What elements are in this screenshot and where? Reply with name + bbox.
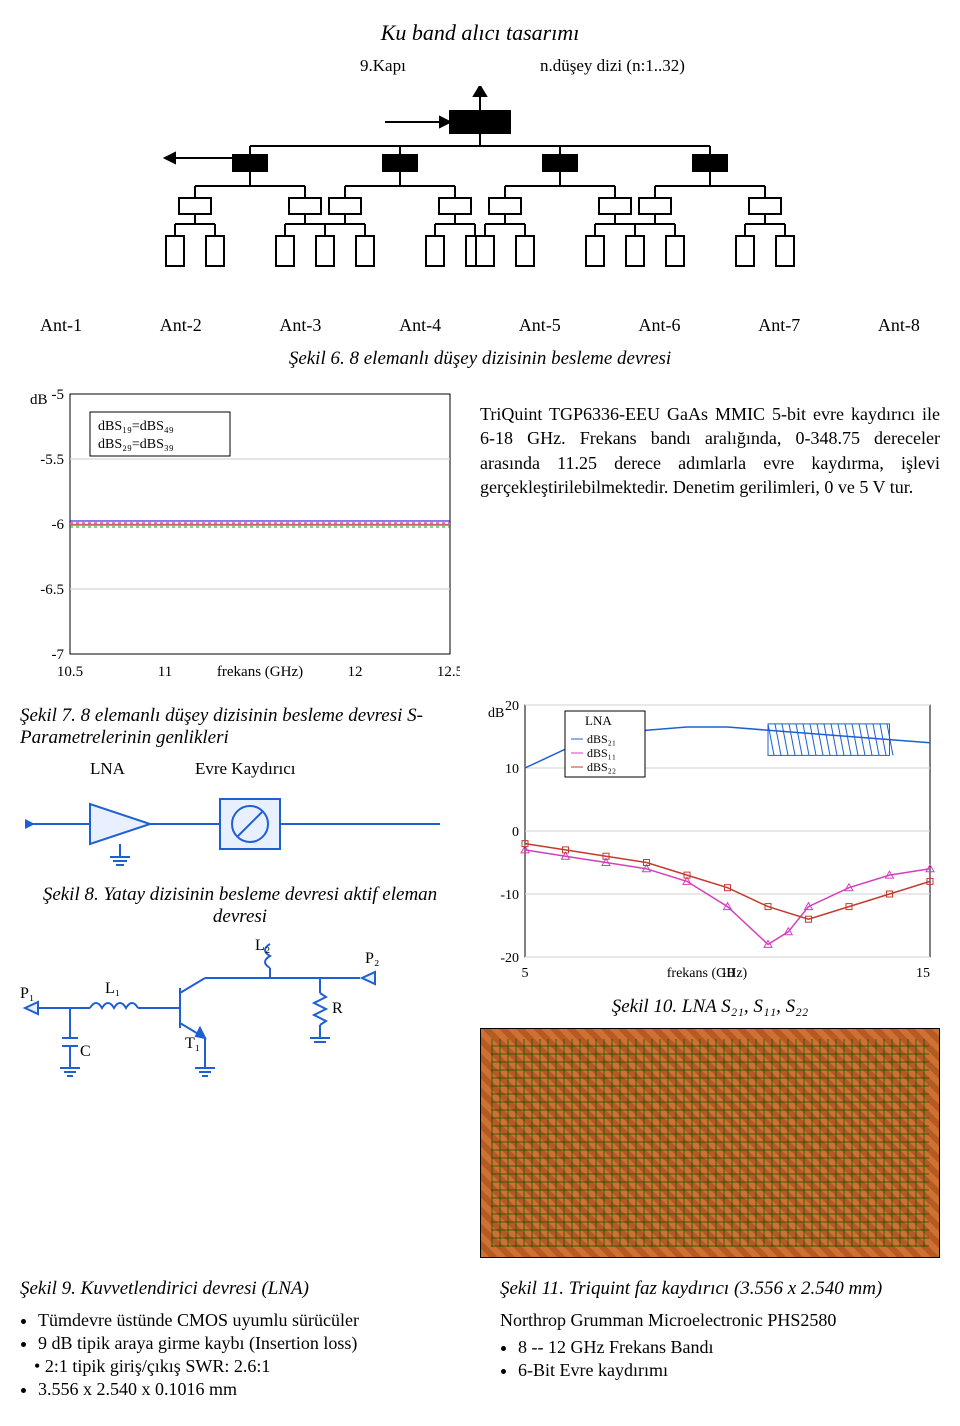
svg-text:L₂: L₂ <box>255 938 270 954</box>
list-item: 9 dB tipik araya girme kaybı (Insertion … <box>38 1333 480 1354</box>
list-item: 3.556 x 2.540 x 0.1016 mm <box>38 1379 480 1400</box>
svg-text:dBS₂₁: dBS₂₁ <box>587 732 616 746</box>
fig9-schematic: P₁ L₁ T₁ C L₂ R P₂ <box>20 938 460 1108</box>
svg-text:P₁: P₁ <box>20 985 34 1002</box>
list-item: 8 -- 12 GHz Frekans Bandı <box>518 1337 940 1358</box>
svg-text:12: 12 <box>348 664 363 680</box>
svg-text:-6: -6 <box>52 517 65 533</box>
antenna-labels: Ant-1 Ant-2 Ant-3 Ant-4 Ant-5 Ant-6 Ant-… <box>20 315 940 336</box>
ant-label: Ant-7 <box>758 315 800 336</box>
list-item: Tümdevre üstünde CMOS uyumlu sürücüler <box>38 1310 480 1331</box>
svg-text:LNA: LNA <box>585 713 612 728</box>
svg-text:dB: dB <box>30 392 48 408</box>
svg-text:-6.5: -6.5 <box>40 582 64 598</box>
svg-text:10: 10 <box>505 762 519 777</box>
svg-text:11: 11 <box>158 664 172 680</box>
chip-photo <box>480 1028 940 1258</box>
label-kapi: 9.Kapı <box>360 56 406 76</box>
fig7-chart: -5 -5.5 -6 -6.5 -7 dB 10.5 11 frekans (GHz) 12 12.… <box>20 384 460 684</box>
label-evre: Evre Kaydırıcı <box>195 759 296 779</box>
svg-text:dBS₁₁: dBS₁₁ <box>587 746 616 760</box>
svg-text:-5.5: -5.5 <box>40 452 64 468</box>
svg-text:C: C <box>80 1043 91 1060</box>
svg-text:-5: -5 <box>52 387 65 403</box>
ant-label: Ant-1 <box>40 315 82 336</box>
fig10-chart: 20100-10-20dB5frekans (GHz)1015LNAdBS₂₁d… <box>480 695 940 985</box>
fig7-caption: Şekil 7. 8 elemanlı düşey dizisinin besl… <box>20 705 460 749</box>
svg-text:dBS₂₉=dBS₃₉: dBS₂₉=dBS₃₉ <box>98 437 174 452</box>
svg-text:10: 10 <box>721 966 735 981</box>
svg-text:T₁: T₁ <box>185 1035 200 1052</box>
top-label-row: 9.Kapı n.düşey dizi (n:1..32) <box>20 56 940 86</box>
mmic-paragraph: TriQuint TGP6336-EEU GaAs MMIC 5-bit evr… <box>480 402 940 499</box>
ant-label: Ant-2 <box>160 315 202 336</box>
svg-text:R: R <box>332 1000 343 1017</box>
right-bullet-list: 8 -- 12 GHz Frekans Bandı 6-Bit Evre kay… <box>500 1337 940 1381</box>
list-item: 2:1 tipik giriş/çıkış SWR: 2.6:1 <box>45 1356 271 1376</box>
northrop-text: Northrop Grumman Microelectronic PHS2580 <box>500 1310 940 1331</box>
svg-text:frekans (GHz): frekans (GHz) <box>667 966 748 981</box>
label-lna: LNA <box>90 759 125 779</box>
fig11-caption: Şekil 11. Triquint faz kaydırıcı (3.556 … <box>500 1278 940 1300</box>
svg-text:5: 5 <box>522 966 529 981</box>
svg-text:-7: -7 <box>52 647 65 663</box>
svg-text:20: 20 <box>505 699 519 714</box>
label-dizi: n.düşey dizi (n:1..32) <box>540 56 685 76</box>
fig9-caption: Şekil 9. Kuvvetlendirici devresi (LNA) <box>20 1278 480 1300</box>
ant-label: Ant-8 <box>878 315 920 336</box>
svg-text:15: 15 <box>916 966 930 981</box>
fig10-caption: Şekil 10. LNA S₂₁, S₁₁, S₂₂ <box>480 996 940 1018</box>
svg-text:-20: -20 <box>500 951 519 966</box>
ant-label: Ant-3 <box>279 315 321 336</box>
svg-text:12.5: 12.5 <box>437 664 460 680</box>
fig6-caption: Şekil 6. 8 elemanlı düşey dizisinin besl… <box>20 348 940 370</box>
svg-text:10.5: 10.5 <box>57 664 83 680</box>
fig8-caption: Şekil 8. Yatay dizisinin besleme devresi… <box>20 884 460 928</box>
svg-text:0: 0 <box>512 825 519 840</box>
svg-text:P₂: P₂ <box>365 950 379 967</box>
ant-label: Ant-4 <box>399 315 441 336</box>
page-title: Ku band alıcı tasarımı <box>20 20 940 46</box>
left-bullet-list: Tümdevre üstünde CMOS uyumlu sürücüler 9… <box>20 1310 480 1400</box>
svg-text:-10: -10 <box>500 888 519 903</box>
svg-text:frekans (GHz): frekans (GHz) <box>217 664 303 680</box>
list-item: 6-Bit Evre kaydırımı <box>518 1360 940 1381</box>
feed-network-diagram <box>20 86 940 306</box>
fig8-schematic <box>20 779 460 869</box>
svg-text:L₁: L₁ <box>105 980 120 997</box>
svg-text:dBS₁₉=dBS₄₉: dBS₁₉=dBS₄₉ <box>98 419 174 434</box>
ant-label: Ant-6 <box>639 315 681 336</box>
svg-text:dB: dB <box>488 706 504 721</box>
ant-label: Ant-5 <box>519 315 561 336</box>
svg-text:dBS₂₂: dBS₂₂ <box>587 760 616 774</box>
